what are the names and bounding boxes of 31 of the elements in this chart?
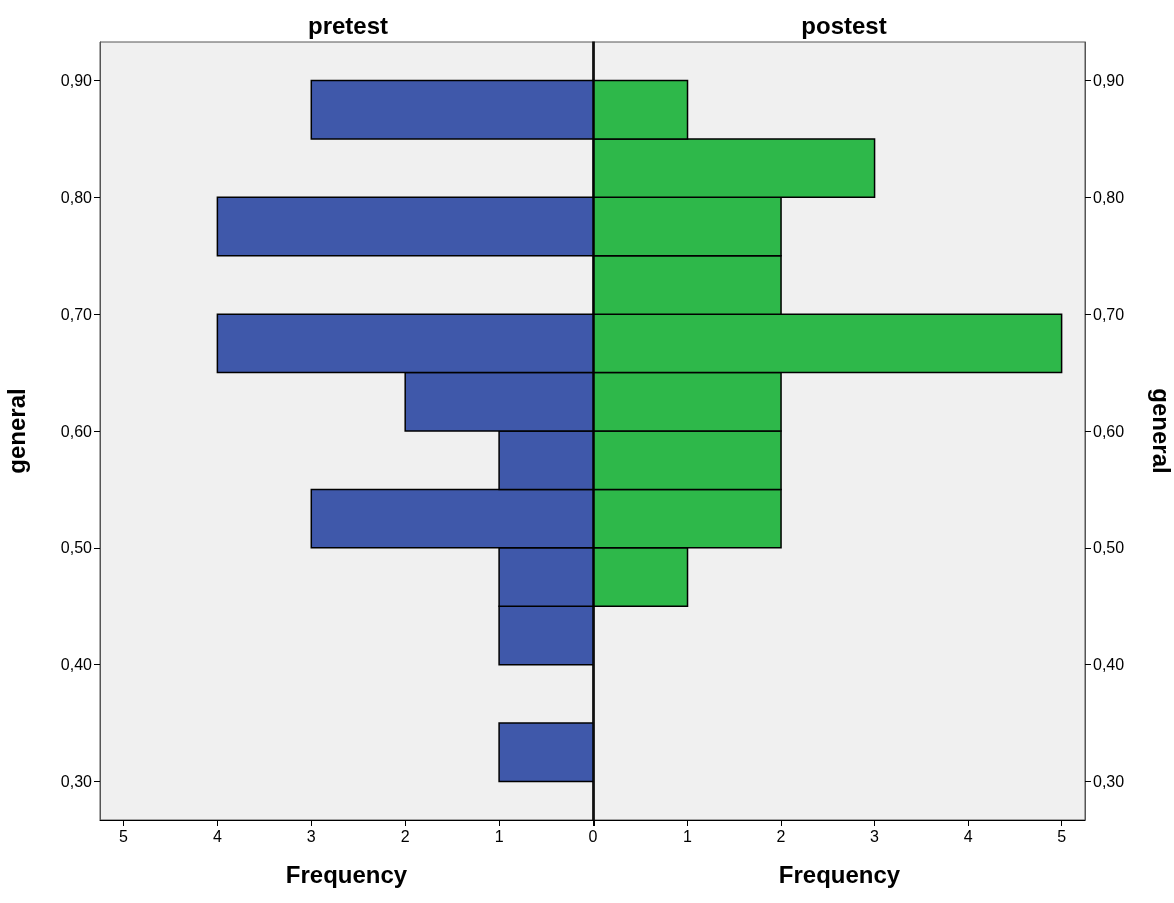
- y-tick-label: 0,50: [1093, 539, 1125, 557]
- x-tick-label: 1: [494, 827, 504, 845]
- y-tick-label: 0,90: [60, 72, 93, 90]
- y-tick-label: 0,50: [60, 539, 93, 557]
- y-tick-label: 0,80: [1093, 188, 1125, 206]
- y-tick-label: 0,70: [1093, 305, 1125, 323]
- y-tick-label: 0,80: [60, 188, 93, 206]
- x-axis-title: Frequency: [285, 860, 408, 888]
- x-tick-label: 2: [400, 827, 410, 845]
- x-tick-label: 1: [683, 827, 693, 845]
- y-tick-label: 0,40: [60, 656, 93, 674]
- x-tick-label: 0: [588, 827, 598, 845]
- x-tick-label: 4: [963, 827, 973, 845]
- chart-title: pretest: [307, 11, 389, 39]
- y-tick-label: 0,40: [1093, 656, 1125, 674]
- y-axis-title: general: [1147, 388, 1174, 474]
- y-tick-label: 0,30: [60, 772, 93, 790]
- y-axis-title: general: [2, 388, 30, 474]
- y-tick-label: 0,60: [1093, 422, 1125, 440]
- chart-title: postest: [801, 11, 887, 39]
- x-tick-label: 3: [870, 827, 880, 845]
- y-tick-label: 0,60: [60, 422, 93, 440]
- x-axis-title: Frequency: [778, 860, 901, 888]
- x-tick-label: 4: [212, 827, 222, 845]
- y-tick-label: 0,70: [60, 305, 93, 323]
- y-tick-label: 0,90: [1093, 72, 1125, 90]
- x-tick-label: 5: [119, 827, 129, 845]
- y-tick-label: 0,30: [1093, 772, 1125, 790]
- x-tick-label: 3: [306, 827, 316, 845]
- x-tick-label: 5: [1057, 827, 1067, 845]
- x-tick-label: 2: [776, 827, 786, 845]
